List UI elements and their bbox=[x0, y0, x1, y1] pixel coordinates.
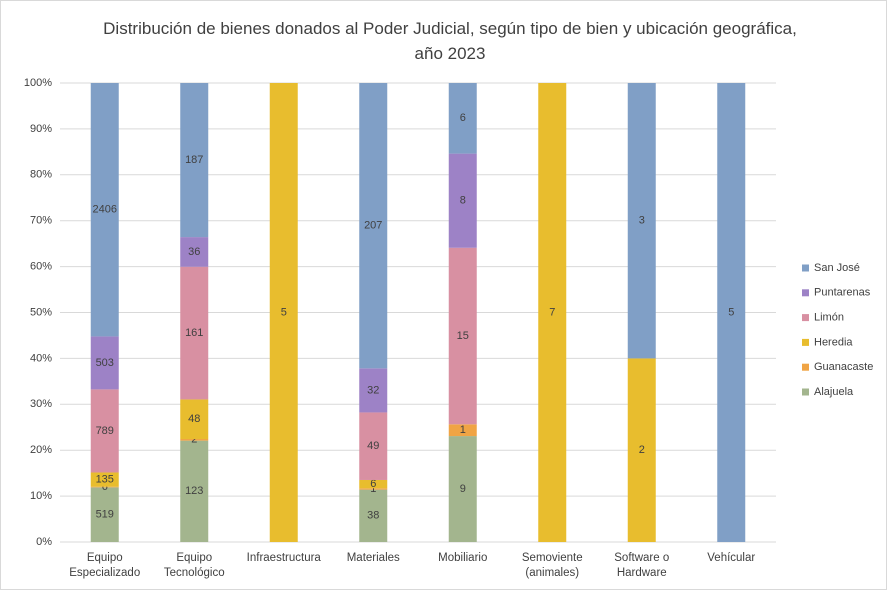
y-tick-label: 100% bbox=[24, 77, 52, 89]
data-label: 503 bbox=[96, 357, 114, 369]
legend-label: Limón bbox=[814, 312, 844, 324]
data-label: 36 bbox=[188, 246, 200, 258]
data-label: 9 bbox=[460, 483, 466, 495]
bar-segment bbox=[627, 83, 656, 359]
y-tick-label: 60% bbox=[30, 261, 52, 273]
legend-label: San José bbox=[814, 262, 860, 274]
y-tick-label: 40% bbox=[30, 352, 52, 364]
data-label: 123 bbox=[185, 485, 203, 497]
data-label: 32 bbox=[367, 384, 379, 396]
y-tick-label: 20% bbox=[30, 444, 52, 456]
data-label: 8 bbox=[460, 195, 466, 207]
data-label: 5 bbox=[728, 306, 734, 318]
bar-segment bbox=[359, 368, 388, 413]
y-tick-label: 50% bbox=[30, 306, 52, 318]
data-label: 48 bbox=[188, 413, 200, 425]
bar-segment bbox=[180, 266, 209, 400]
y-tick-label: 90% bbox=[30, 123, 52, 135]
bar-segment bbox=[90, 486, 119, 488]
bar-segment bbox=[448, 424, 477, 437]
data-label: 2 bbox=[639, 444, 645, 456]
x-tick-label: Mobiliario bbox=[438, 552, 488, 564]
legend-swatch bbox=[802, 388, 809, 396]
data-label: 207 bbox=[364, 220, 382, 232]
bar-segment bbox=[90, 336, 119, 390]
data-label: 49 bbox=[367, 440, 379, 452]
data-label: 135 bbox=[96, 474, 114, 486]
x-tick-label: Infraestructura bbox=[246, 552, 321, 564]
legend-label: Heredia bbox=[814, 336, 853, 348]
y-tick-label: 30% bbox=[30, 398, 52, 410]
data-label: 1 bbox=[460, 424, 466, 436]
data-label: 519 bbox=[96, 509, 114, 521]
data-label: 789 bbox=[96, 425, 114, 437]
legend-swatch bbox=[802, 314, 809, 322]
y-tick-label: 0% bbox=[36, 536, 52, 548]
bar-segment bbox=[180, 438, 209, 441]
bar-segment bbox=[359, 488, 388, 490]
data-label: 161 bbox=[185, 327, 203, 339]
bar-segment bbox=[359, 479, 388, 489]
legend-label: Puntarenas bbox=[814, 287, 871, 299]
data-label: 6 bbox=[102, 481, 108, 493]
bar-segment bbox=[180, 440, 209, 542]
data-label: 6 bbox=[370, 478, 376, 490]
data-label: 6 bbox=[460, 112, 466, 124]
bar-segment bbox=[448, 247, 477, 425]
bar-segment bbox=[90, 83, 119, 337]
bar-segment bbox=[90, 389, 119, 473]
data-label: 7 bbox=[549, 306, 555, 318]
bar-segment bbox=[359, 412, 388, 480]
bar-segment bbox=[448, 153, 477, 248]
y-tick-label: 80% bbox=[30, 169, 52, 181]
data-label: 15 bbox=[457, 330, 469, 342]
bar-segment bbox=[180, 237, 209, 267]
data-label: 2 bbox=[191, 434, 197, 446]
x-tick-label: Equipo Especializado bbox=[69, 552, 141, 579]
bar-segment bbox=[538, 83, 567, 542]
data-label: 3 bbox=[639, 215, 645, 227]
chart-title: Distribución de bienes donados al Poder … bbox=[103, 19, 797, 63]
legend-swatch bbox=[802, 289, 809, 297]
y-tick-label: 10% bbox=[30, 490, 52, 502]
data-label: 1 bbox=[370, 483, 376, 495]
x-tick-label: Materiales bbox=[346, 552, 400, 564]
bar-segment bbox=[180, 399, 209, 439]
x-tick-label: Semoviente (animales) bbox=[521, 552, 583, 579]
bar-segment bbox=[627, 358, 656, 542]
x-tick-label: Software o Hardware bbox=[614, 552, 670, 579]
bar-segment bbox=[269, 83, 298, 542]
bar-segment bbox=[717, 83, 746, 542]
data-label: 2406 bbox=[93, 204, 117, 216]
bar-segment bbox=[448, 436, 477, 542]
legend-label: Alajuela bbox=[814, 386, 854, 398]
data-label: 5 bbox=[281, 306, 287, 318]
legend-label: Guanacaste bbox=[814, 361, 873, 373]
bar-segment bbox=[90, 487, 119, 542]
legend-swatch bbox=[802, 363, 809, 371]
bar-segment bbox=[90, 472, 119, 487]
x-tick-label: Equipo Tecnológico bbox=[163, 552, 225, 579]
data-label: 187 bbox=[185, 154, 203, 166]
data-label: 38 bbox=[367, 510, 379, 522]
bar-segment bbox=[359, 83, 388, 369]
y-tick-label: 70% bbox=[30, 215, 52, 227]
legend-swatch bbox=[802, 338, 809, 346]
bar-segment bbox=[180, 83, 209, 238]
x-tick-label: Vehícular bbox=[707, 552, 756, 564]
legend-swatch bbox=[802, 264, 809, 272]
bar-segment bbox=[359, 489, 388, 542]
bar-segment bbox=[448, 83, 477, 154]
